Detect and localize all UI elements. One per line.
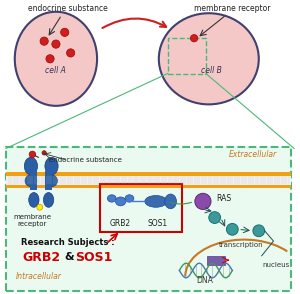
FancyBboxPatch shape	[6, 147, 291, 291]
FancyBboxPatch shape	[30, 171, 38, 190]
Text: membrane
receptor: membrane receptor	[14, 214, 51, 227]
Ellipse shape	[40, 37, 48, 45]
Ellipse shape	[29, 151, 36, 158]
Text: membrane receptor: membrane receptor	[194, 4, 271, 13]
FancyBboxPatch shape	[6, 172, 291, 188]
Text: DNA: DNA	[196, 276, 213, 285]
Ellipse shape	[226, 223, 238, 235]
Text: Extracellular: Extracellular	[229, 150, 277, 159]
Ellipse shape	[29, 193, 39, 207]
Text: GRB2: GRB2	[22, 251, 60, 264]
Text: SOS1: SOS1	[147, 219, 167, 228]
Text: Research Subjects :: Research Subjects :	[21, 238, 115, 247]
Ellipse shape	[125, 195, 134, 202]
Ellipse shape	[61, 28, 69, 36]
Text: SOS1: SOS1	[76, 251, 113, 264]
Ellipse shape	[190, 35, 198, 42]
Ellipse shape	[145, 196, 167, 207]
Ellipse shape	[67, 49, 75, 57]
Text: Intracellular: Intracellular	[15, 272, 61, 281]
FancyBboxPatch shape	[6, 176, 291, 185]
Text: GRB2: GRB2	[110, 219, 131, 228]
Text: RAS: RAS	[216, 194, 231, 203]
Ellipse shape	[24, 157, 38, 175]
Text: &: &	[64, 252, 74, 262]
Text: cell A: cell A	[46, 66, 66, 75]
Text: cell B: cell B	[201, 66, 222, 75]
Text: transcription: transcription	[219, 243, 263, 248]
Ellipse shape	[253, 225, 265, 237]
Ellipse shape	[45, 157, 58, 175]
FancyBboxPatch shape	[45, 171, 52, 190]
Ellipse shape	[42, 151, 46, 155]
Ellipse shape	[107, 195, 116, 202]
Text: endocrine substance: endocrine substance	[49, 157, 122, 163]
Ellipse shape	[159, 13, 259, 104]
Text: nucleus: nucleus	[263, 262, 290, 268]
Ellipse shape	[25, 175, 37, 187]
Ellipse shape	[195, 193, 211, 209]
Ellipse shape	[209, 212, 220, 223]
Ellipse shape	[116, 197, 126, 206]
Ellipse shape	[52, 40, 60, 48]
Ellipse shape	[44, 193, 54, 207]
Ellipse shape	[37, 204, 43, 210]
Ellipse shape	[165, 194, 176, 209]
Ellipse shape	[15, 12, 97, 106]
FancyBboxPatch shape	[207, 256, 225, 265]
Ellipse shape	[46, 55, 54, 63]
Text: endocrine substance: endocrine substance	[28, 4, 108, 13]
Ellipse shape	[46, 175, 57, 187]
